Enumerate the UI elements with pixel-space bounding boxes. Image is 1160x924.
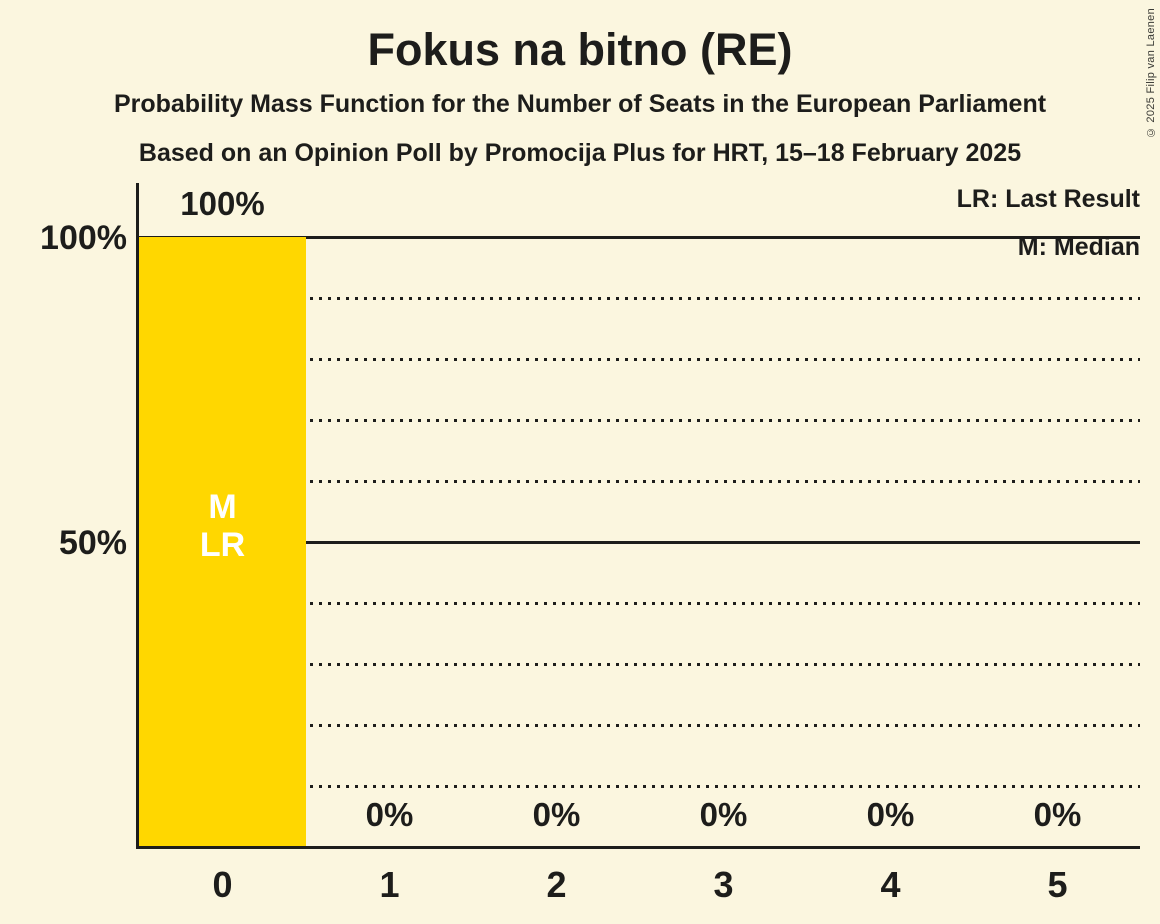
value-label-seats-5: 0% <box>1033 796 1082 833</box>
x-tick-0: 0 <box>212 864 233 905</box>
y-axis-label-50: 50% <box>58 524 127 562</box>
last-result-marker: LR <box>199 526 246 564</box>
gridline-20pct <box>139 724 1140 727</box>
gridline-50pct <box>139 541 1140 544</box>
bar-seats-0 <box>139 237 306 846</box>
x-tick-2: 2 <box>546 864 567 905</box>
value-label-seats-3: 0% <box>699 796 748 833</box>
value-label-seats-4: 0% <box>866 796 915 833</box>
x-tick-3: 3 <box>713 864 734 905</box>
y-axis-label-100: 100% <box>40 219 127 257</box>
gridline-40pct <box>139 602 1140 605</box>
gridline-30pct <box>139 663 1140 666</box>
value-label-seats-2: 0% <box>532 796 581 833</box>
chart-subtitle-poll: Based on an Opinion Poll by Promocija Pl… <box>138 139 1022 167</box>
gridline-80pct <box>139 358 1140 361</box>
gridline-100pct <box>139 236 1140 239</box>
gridline-90pct <box>139 297 1140 300</box>
median-marker: M <box>208 488 237 526</box>
chart-title: Fokus na bitno (RE) <box>367 24 793 75</box>
legend-median: M: Median <box>1017 233 1140 261</box>
legend-last-result: LR: Last Result <box>956 185 1140 213</box>
bar-annotation-median-lastresult: M LR <box>139 488 306 564</box>
y-axis-line <box>136 183 139 849</box>
gridline-10pct <box>139 785 1140 788</box>
value-label-seats-1: 0% <box>365 796 414 833</box>
x-tick-1: 1 <box>379 864 400 905</box>
gridline-70pct <box>139 419 1140 422</box>
x-tick-5: 5 <box>1047 864 1068 905</box>
x-axis-line <box>136 846 1140 849</box>
copyright-notice: © 2025 Filip van Laenen <box>1145 8 1157 139</box>
gridline-60pct <box>139 480 1140 483</box>
chart-subtitle-pmf: Probability Mass Function for the Number… <box>113 90 1047 118</box>
x-tick-4: 4 <box>880 864 901 905</box>
value-label-seats-0: 100% <box>180 185 265 222</box>
